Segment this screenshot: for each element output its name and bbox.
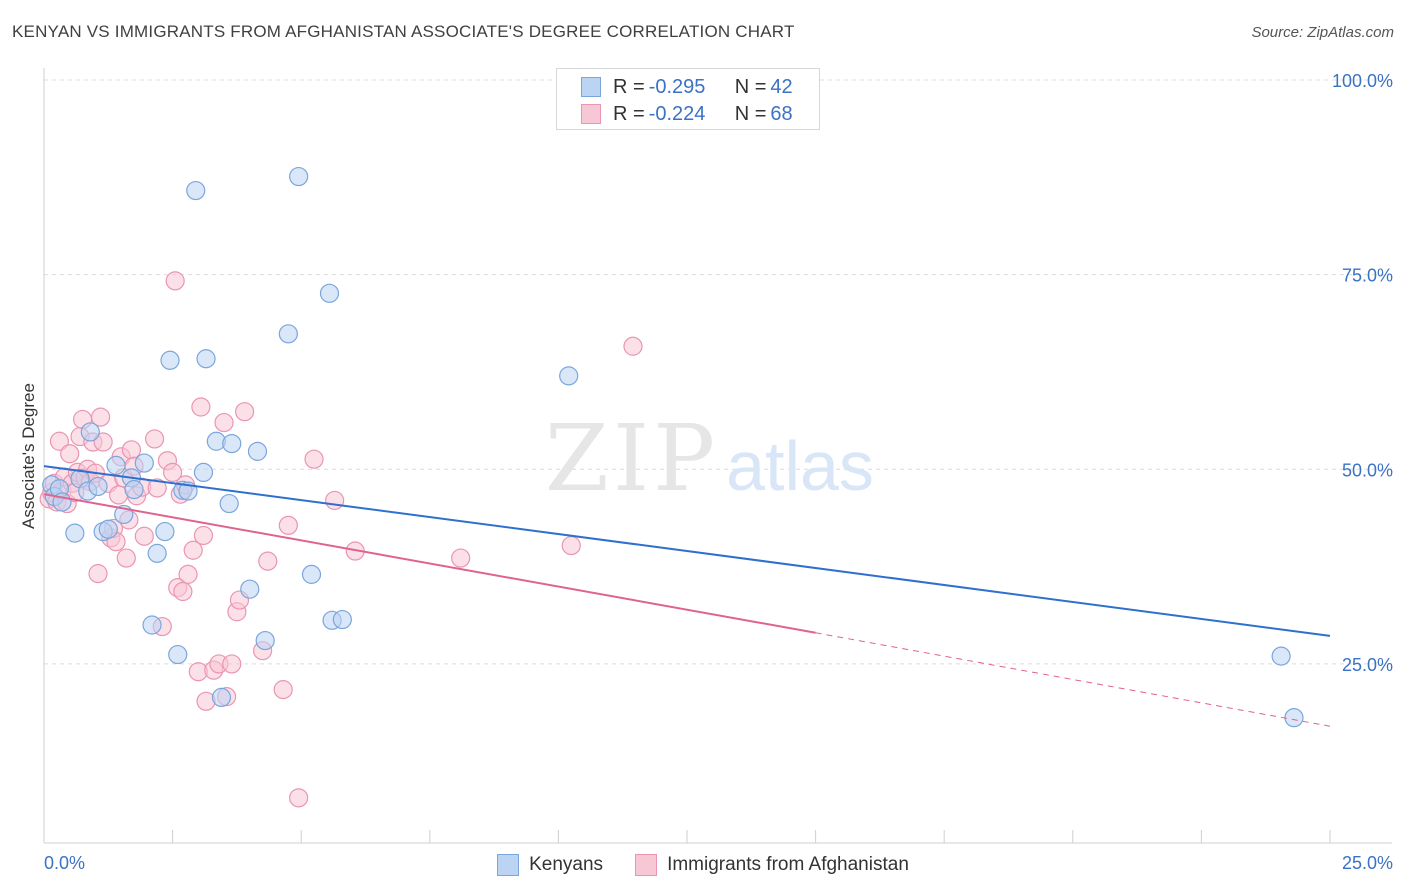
kenyans-point bbox=[1284, 708, 1304, 728]
afghanistan-point bbox=[214, 412, 234, 433]
r-label: R = bbox=[613, 102, 645, 125]
kenyans-point bbox=[332, 609, 352, 630]
kenyans-point bbox=[186, 180, 206, 201]
kenyans-point bbox=[301, 564, 322, 584]
afghanistan-point bbox=[273, 680, 293, 700]
kenyans-point bbox=[65, 523, 85, 543]
afghanistan-trend-line-extension bbox=[815, 632, 1331, 727]
y-axis-label: Associate's Degree bbox=[19, 383, 38, 529]
kenyans-swatch bbox=[581, 77, 601, 97]
kenyans-point bbox=[160, 350, 180, 370]
legend-item-kenyans: Kenyans bbox=[497, 854, 603, 876]
kenyans-trend-line bbox=[43, 465, 1331, 637]
afghanistan-point bbox=[451, 548, 471, 568]
y-tick-label: 50.0% bbox=[1342, 460, 1393, 480]
kenyans-point bbox=[222, 433, 242, 454]
kenyans-legend-swatch bbox=[497, 854, 520, 876]
y-tick-label: 25.0% bbox=[1342, 655, 1393, 675]
afghanistan-point bbox=[49, 431, 70, 451]
n-label: N = bbox=[734, 102, 767, 125]
afghanistan-point bbox=[116, 548, 136, 568]
legend-item-afghanistan: Immigrants from Afghanistan bbox=[635, 854, 909, 876]
kenyans-point bbox=[106, 455, 126, 475]
kenyans-point bbox=[219, 493, 239, 514]
kenyans-point bbox=[155, 521, 175, 542]
watermark-zip: ZIP bbox=[545, 405, 719, 512]
afghanistan-point bbox=[88, 564, 108, 584]
afghanistan-point bbox=[278, 515, 298, 535]
afghanistan-point bbox=[144, 429, 165, 449]
legend-label-afghanistan: Immigrants from Afghanistan bbox=[667, 854, 909, 875]
afghanistan-point bbox=[165, 271, 185, 291]
kenyans-point bbox=[319, 283, 340, 303]
kenyans-point bbox=[196, 349, 216, 369]
n-value: 68 bbox=[770, 102, 793, 125]
kenyans-point bbox=[211, 687, 232, 708]
source-label: Source: ZipAtlas.com bbox=[1251, 24, 1394, 41]
afghanistan-point bbox=[183, 540, 203, 560]
kenyans-point bbox=[124, 479, 144, 500]
afghanistan-point bbox=[561, 535, 581, 556]
afghanistan-point bbox=[178, 564, 198, 584]
r-label: R = bbox=[613, 75, 645, 98]
kenyans-point bbox=[1271, 646, 1291, 666]
afghanistan-point bbox=[147, 478, 167, 498]
afghanistan-point bbox=[191, 397, 211, 417]
kenyans-point bbox=[247, 441, 268, 461]
afghanistan-point bbox=[235, 402, 255, 422]
afghanistan-trend-line bbox=[43, 493, 816, 634]
x-tick-label: 0.0% bbox=[44, 853, 85, 873]
series-legend: Kenyans Immigrants from Afghanistan bbox=[0, 852, 1406, 878]
axes bbox=[43, 68, 1392, 844]
afghanistan-point bbox=[134, 526, 154, 546]
watermark: ZIP atlas bbox=[545, 405, 874, 512]
afghanistan-point bbox=[163, 462, 183, 482]
kenyans-point bbox=[142, 615, 162, 635]
y-tick-label: 100.0% bbox=[1332, 71, 1393, 91]
kenyans-point bbox=[98, 519, 118, 539]
y-tick-label: 75.0% bbox=[1342, 266, 1393, 286]
kenyans-point bbox=[134, 453, 154, 473]
series-afghanistan bbox=[39, 271, 643, 808]
watermark-atlas: atlas bbox=[726, 427, 874, 505]
afghanistan-point bbox=[623, 336, 643, 356]
chart-title: KENYAN VS IMMIGRANTS FROM AFGHANISTAN AS… bbox=[12, 22, 795, 41]
afghanistan-swatch bbox=[581, 104, 601, 124]
n-value: 42 bbox=[770, 75, 793, 98]
afghanistan-point bbox=[173, 581, 193, 602]
legend-label-kenyans: Kenyans bbox=[529, 854, 604, 875]
afghanistan-point bbox=[325, 490, 345, 511]
trend-lines bbox=[43, 465, 1331, 727]
kenyans-point bbox=[88, 476, 108, 497]
afghanistan-point bbox=[90, 407, 111, 427]
tick-labels: 25.0% 50.0% 75.0% 100.0% 0.0% 25.0% bbox=[44, 71, 1393, 873]
kenyans-point bbox=[559, 366, 579, 386]
afghanistan-point bbox=[258, 551, 278, 571]
afghanistan-point bbox=[93, 432, 113, 452]
stats-row-kenyans: R = -0.295 N = 42 bbox=[581, 75, 793, 99]
stats-row-afghanistan: R = -0.224 N = 68 bbox=[581, 102, 793, 126]
kenyans-point bbox=[240, 579, 260, 599]
kenyans-point bbox=[168, 644, 188, 665]
afghanistan-point bbox=[289, 788, 309, 808]
x-tick-label: 25.0% bbox=[1342, 853, 1393, 873]
afghanistan-point bbox=[193, 525, 214, 546]
series-kenyans bbox=[42, 166, 1304, 728]
kenyans-point bbox=[147, 543, 167, 563]
stats-legend: R = -0.295 N = 42 R = -0.224 N = 68 bbox=[556, 68, 820, 130]
r-value: -0.224 bbox=[648, 102, 706, 125]
gridlines bbox=[44, 79, 1392, 665]
r-value: -0.295 bbox=[648, 75, 706, 98]
kenyans-point bbox=[278, 324, 298, 344]
kenyans-point bbox=[80, 422, 100, 442]
kenyans-point bbox=[255, 630, 275, 651]
afghanistan-point bbox=[304, 449, 324, 469]
kenyans-point bbox=[193, 462, 214, 482]
n-label: N = bbox=[734, 75, 767, 98]
afghanistan-legend-swatch bbox=[635, 854, 658, 876]
afghanistan-point bbox=[222, 654, 242, 674]
kenyans-point bbox=[289, 166, 309, 187]
afghanistan-point bbox=[60, 444, 80, 464]
